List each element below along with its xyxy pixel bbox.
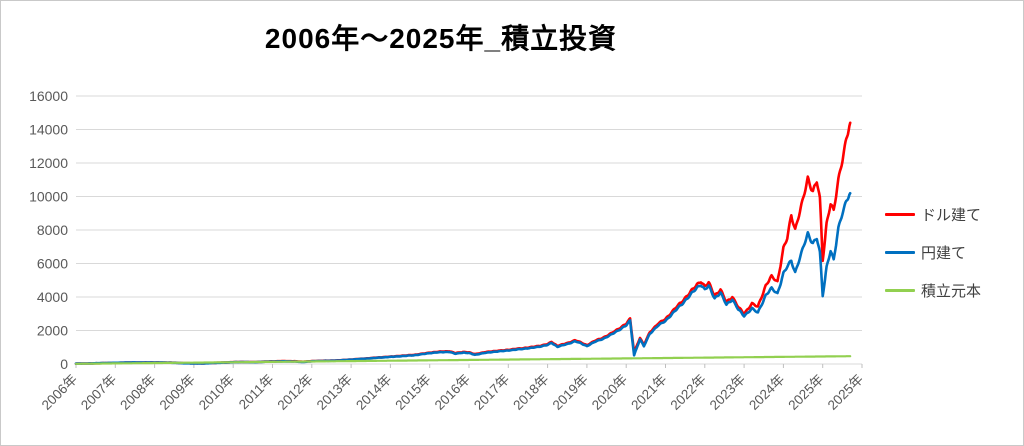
svg-text:2017年: 2017年 [471,372,512,413]
usd-line-icon [885,212,915,216]
svg-text:2020年: 2020年 [589,372,630,413]
svg-text:2008年: 2008年 [117,372,158,413]
svg-text:2022年: 2022年 [668,372,709,413]
svg-text:8000: 8000 [37,222,68,238]
svg-text:2025年: 2025年 [825,372,866,413]
svg-text:2011年: 2011年 [236,372,277,413]
svg-text:2021年: 2021年 [628,372,669,413]
svg-text:2018年: 2018年 [510,372,551,413]
svg-text:2023年: 2023年 [707,372,748,413]
svg-text:10000: 10000 [29,189,68,205]
legend-label-usd: ドル建て [921,206,982,224]
svg-text:2024年: 2024年 [746,372,787,413]
svg-text:2009年: 2009年 [157,372,198,413]
svg-text:2013年: 2013年 [314,372,355,413]
svg-text:2016年: 2016年 [432,372,473,413]
legend-label-jpy: 円建て [921,244,967,262]
principal-line-icon [885,288,915,292]
svg-text:2007年: 2007年 [78,372,119,413]
legend-item-principal: 積立元本 [885,279,1021,301]
svg-text:2015年: 2015年 [392,372,433,413]
svg-text:4000: 4000 [37,289,68,305]
svg-text:0: 0 [60,356,68,372]
svg-text:14000: 14000 [29,122,68,138]
svg-text:2010年: 2010年 [196,372,237,413]
svg-text:16000: 16000 [29,88,68,104]
chart-title: 2006年～2025年_積立投資 [264,23,618,54]
jpy-line-icon [885,250,915,254]
svg-text:2000: 2000 [37,323,68,339]
svg-text:2006年: 2006年 [39,372,80,413]
svg-text:2025年: 2025年 [785,372,826,413]
svg-text:2012年: 2012年 [275,372,316,413]
svg-text:2019年: 2019年 [550,372,591,413]
svg-text:12000: 12000 [29,155,68,171]
legend-item-usd: ドル建て [885,203,1021,225]
legend-item-jpy: 円建て [885,241,1021,263]
legend-label-principal: 積立元本 [921,282,982,300]
svg-text:6000: 6000 [37,256,68,272]
svg-text:2014年: 2014年 [353,372,394,413]
legend: ドル建て 円建て 積立元本 [885,203,1021,317]
